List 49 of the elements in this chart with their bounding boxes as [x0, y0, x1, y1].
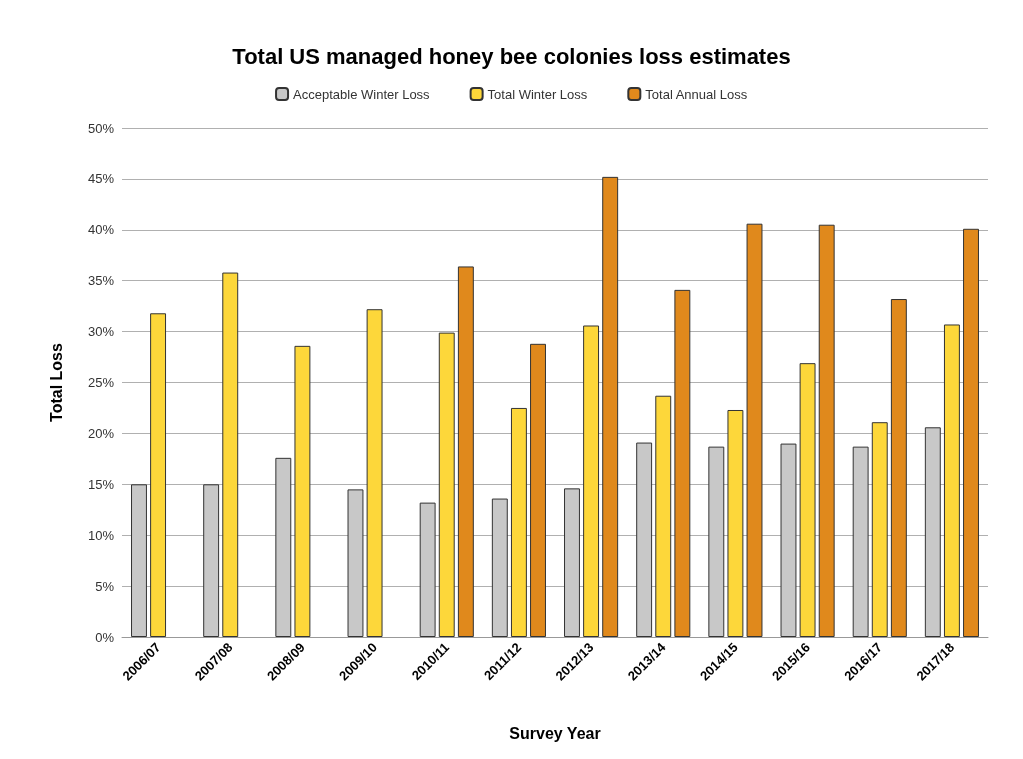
- bar: [131, 484, 147, 637]
- bar: [583, 325, 600, 637]
- bar: [203, 484, 220, 637]
- chart-title: Total US managed honey bee colonies loss estimates: [232, 43, 791, 69]
- legend-label: Total Annual Loss: [645, 86, 748, 102]
- bar: [366, 309, 383, 637]
- y-tick-label: 15%: [87, 476, 115, 492]
- bar: [347, 489, 364, 637]
- bar: [294, 345, 311, 637]
- bar: [746, 223, 763, 637]
- bar: [655, 395, 672, 637]
- y-tick-label: 0%: [95, 629, 115, 645]
- bar: [727, 409, 744, 637]
- bar: [871, 422, 888, 637]
- y-tick-label: 45%: [87, 171, 115, 187]
- y-tick-label: 10%: [87, 527, 115, 543]
- bar: [419, 502, 436, 637]
- y-tick-label: 40%: [87, 222, 115, 238]
- bar: [890, 299, 907, 637]
- legend-label: Acceptable Winter Loss: [293, 86, 431, 102]
- bar: [708, 446, 725, 637]
- x-axis-title: Survey Year: [509, 724, 601, 742]
- bar: [510, 407, 527, 637]
- bar: [530, 343, 546, 637]
- bar: [924, 427, 941, 637]
- bar: [636, 442, 653, 637]
- y-tick-label: 50%: [87, 120, 115, 136]
- bar: [799, 363, 816, 637]
- bar: [852, 446, 869, 637]
- bar: [438, 332, 455, 637]
- bar: [602, 176, 619, 637]
- bar: [818, 224, 835, 637]
- y-tick-label: 5%: [95, 578, 115, 594]
- y-tick-label: 20%: [87, 425, 115, 441]
- bar: [564, 488, 580, 637]
- bar: [963, 228, 979, 637]
- legend-label: Total Winter Loss: [487, 86, 588, 102]
- bar: [222, 272, 239, 637]
- y-axis-title: Total Loss: [47, 342, 65, 422]
- y-tick-label: 30%: [87, 324, 115, 340]
- bar: [457, 266, 474, 637]
- bar: [780, 443, 797, 637]
- bar: [943, 324, 960, 637]
- y-tick-label: 25%: [87, 375, 115, 390]
- bar: [491, 498, 508, 637]
- y-tick-label: 35%: [87, 273, 115, 289]
- bar: [674, 289, 691, 637]
- bar: [150, 313, 167, 637]
- bar: [275, 457, 292, 637]
